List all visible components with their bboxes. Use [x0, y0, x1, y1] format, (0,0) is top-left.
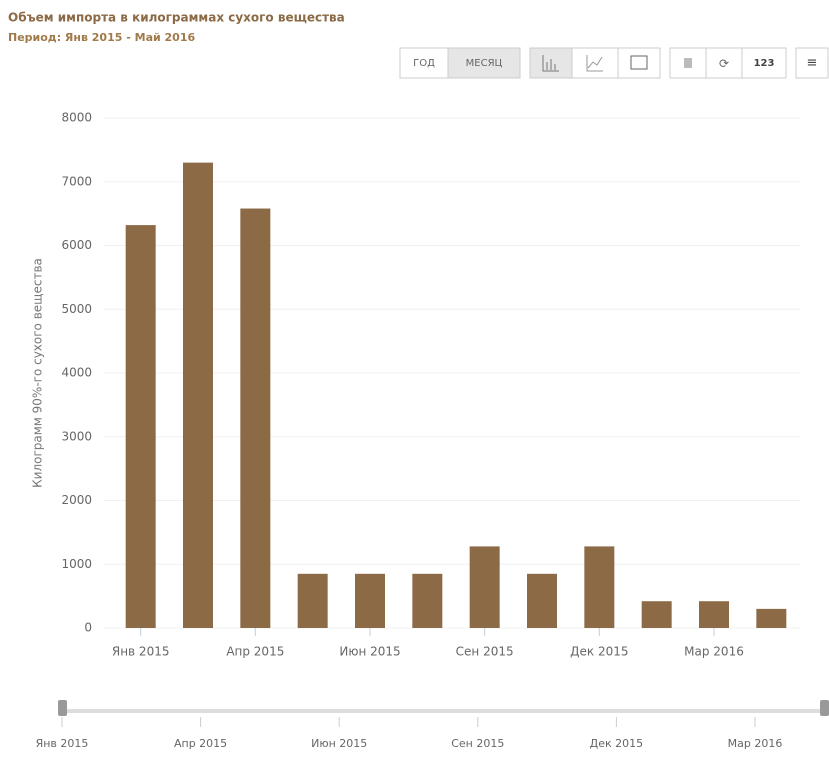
navigator-label: Апр 2015 [174, 737, 227, 750]
x-tick-label: Июн 2015 [339, 645, 400, 659]
bar [412, 573, 443, 628]
icon [630, 55, 648, 70]
x-tick-label: Сен 2015 [456, 645, 514, 659]
button-table-view[interactable] [617, 47, 661, 79]
button-label: ГОД [413, 58, 435, 69]
navigator-label: Янв 2015 [36, 737, 89, 750]
button-label: ≡ [807, 56, 818, 71]
button-menu[interactable] [795, 47, 829, 79]
bar [240, 208, 271, 628]
y-tick-label: 7000 [61, 174, 92, 188]
bar [183, 162, 213, 628]
bar [699, 601, 729, 628]
icon [586, 55, 603, 72]
y-tick-label: 8000 [61, 111, 92, 125]
icon: ⟳ [719, 57, 729, 71]
bar [125, 225, 156, 628]
x-tick-label: Апр 2015 [226, 645, 284, 659]
bar [297, 573, 328, 628]
icon [542, 55, 559, 72]
button[interactable] [447, 47, 521, 79]
navigator-label: Мар 2016 [728, 737, 783, 750]
navigator-label: Сен 2015 [451, 737, 504, 750]
y-tick-label: 3000 [61, 429, 92, 443]
bar [469, 546, 500, 628]
bar [641, 601, 672, 628]
y-tick-label: 0 [84, 621, 92, 635]
y-tick-label: 1000 [61, 557, 92, 571]
button-reset[interactable] [705, 47, 743, 79]
button-label: МЕСЯЦ [466, 58, 503, 69]
bar [527, 573, 557, 628]
y-tick-label: 2000 [61, 493, 92, 507]
toolbar: ГОД МЕСЯЦ ⟳ 123 ≡ [399, 47, 829, 79]
x-tick-label: Дек 2015 [570, 645, 628, 659]
chart-subtitle: Период: Янв 2015 - Май 2016 [8, 31, 195, 44]
icon [684, 58, 692, 68]
bar [584, 546, 615, 628]
chart-title: Объем импорта в килограммах сухого вещес… [8, 11, 345, 25]
navigator-label: Дек 2015 [590, 737, 644, 750]
x-tick-label: Янв 2015 [112, 645, 170, 659]
y-tick-label: 6000 [61, 238, 92, 252]
navigator-handle[interactable] [820, 700, 829, 716]
navigator-label: Июн 2015 [311, 737, 367, 750]
y-axis-label: Килограмм 90%-го сухого вещества [31, 258, 45, 488]
button[interactable] [399, 47, 449, 79]
y-tick-label: 4000 [61, 366, 92, 380]
x-tick-label: Мар 2016 [684, 645, 744, 659]
y-tick-label: 5000 [61, 302, 92, 316]
navigator-handle[interactable] [58, 700, 67, 716]
bar [756, 608, 787, 628]
button-label: 123 [754, 58, 775, 69]
button[interactable] [741, 47, 787, 79]
bar [355, 573, 385, 628]
